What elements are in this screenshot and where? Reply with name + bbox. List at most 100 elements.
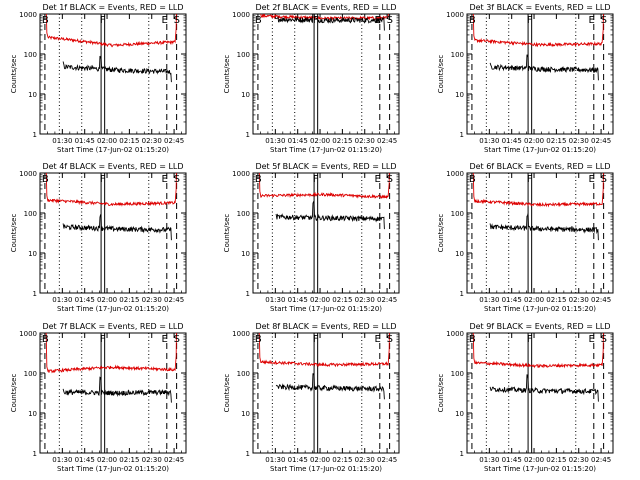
- marker-F-label: F: [100, 334, 106, 345]
- y-tick-label: 1000: [232, 330, 250, 338]
- x-tick-label: 02:45: [377, 296, 397, 304]
- x-tick-label: 01:45: [502, 296, 522, 304]
- x-tick-label: 01:30: [479, 456, 499, 464]
- panel-title: Det 9f BLACK = Events, RED = LLD: [469, 322, 610, 331]
- x-axis-label: Start Time (17-Jun-02 01:15:20): [484, 305, 596, 313]
- y-axis-label: Counts/sec: [10, 55, 18, 94]
- plot-frame: [252, 172, 400, 294]
- marker-E-label: E: [162, 174, 168, 185]
- x-tick-label: 02:00: [310, 296, 330, 304]
- x-axis-label: Start Time (17-Jun-02 01:15:20): [484, 146, 596, 154]
- marker-E-label: E: [589, 15, 595, 26]
- x-tick-label: 02:45: [377, 456, 397, 464]
- y-tick-label: 1000: [19, 11, 37, 19]
- y-tick-label: 1000: [446, 330, 464, 338]
- y-tick-label: 10: [28, 91, 37, 99]
- marker-S-label: S: [174, 15, 180, 26]
- x-tick-label: 02:30: [142, 456, 162, 464]
- marker-F-label: F: [313, 334, 319, 345]
- marker-E-label: E: [162, 334, 168, 345]
- panel-title: Det 3f BLACK = Events, RED = LLD: [469, 3, 610, 12]
- panel-det-3: Det 3f BLACK = Events, RED = LLD 1 10 100 10…: [437, 3, 614, 154]
- plot-area: [471, 333, 605, 453]
- y-tick-label: 10: [455, 410, 464, 418]
- plot-frame: [39, 13, 187, 135]
- y-tick-label: 100: [237, 370, 250, 378]
- y-axis-label: Counts/sec: [437, 214, 445, 253]
- panel-det-5: Det 5f BLACK = Events, RED = LLD 1 10 100 10…: [223, 162, 400, 313]
- y-tick-label: 10: [241, 410, 250, 418]
- x-axis-label: Start Time (17-Jun-02 01:15:20): [270, 465, 382, 473]
- y-tick-label: 1: [460, 450, 464, 458]
- plot-frame: [252, 332, 400, 454]
- x-axis-label: Start Time (17-Jun-02 01:15:20): [57, 146, 169, 154]
- x-tick-label: 02:15: [332, 456, 352, 464]
- panel-title: Det 4f BLACK = Events, RED = LLD: [42, 162, 183, 171]
- series-lld-red-line: [472, 333, 604, 369]
- marker-B-label: B: [469, 15, 476, 26]
- series-events-black-line: [489, 374, 599, 402]
- y-tick-label: 1: [33, 450, 37, 458]
- y-tick-label: 1000: [19, 170, 37, 178]
- y-axis-label: Counts/sec: [223, 374, 231, 413]
- x-tick-label: 02:15: [332, 137, 352, 145]
- y-tick-label: 1000: [232, 11, 250, 19]
- x-tick-label: 02:00: [524, 456, 544, 464]
- marker-F-label: F: [100, 15, 106, 26]
- x-tick-label: 02:30: [142, 296, 162, 304]
- marker-S-label: S: [387, 334, 393, 345]
- y-tick-label: 100: [451, 370, 464, 378]
- plot-frame: [39, 172, 187, 294]
- plot-area: [471, 14, 605, 134]
- y-axis-label: Counts/sec: [223, 214, 231, 253]
- series-events-black-line: [489, 213, 599, 241]
- marker-S-label: S: [174, 334, 180, 345]
- panel-det-1: Det 1f BLACK = Events, RED = LLD 1 10 100 10…: [10, 3, 187, 154]
- x-tick-label: 02:45: [164, 137, 184, 145]
- plot-frame: [466, 332, 614, 454]
- marker-S-label: S: [387, 174, 393, 185]
- series-events-black-line: [62, 376, 172, 403]
- y-tick-label: 1: [33, 290, 37, 298]
- x-tick-label: 02:30: [355, 296, 375, 304]
- x-tick-label: 01:45: [75, 296, 95, 304]
- y-axis-label: Counts/sec: [223, 55, 231, 94]
- x-tick-label: 02:15: [546, 296, 566, 304]
- y-tick-label: 1: [246, 450, 250, 458]
- x-tick-label: 02:45: [164, 456, 184, 464]
- x-axis-label: Start Time (17-Jun-02 01:15:20): [57, 305, 169, 313]
- marker-F-label: F: [100, 174, 106, 185]
- panel-det-7: Det 7f BLACK = Events, RED = LLD 1 10 100 10…: [10, 322, 187, 473]
- panel-det-8: Det 8f BLACK = Events, RED = LLD 1 10 100 10…: [223, 322, 400, 473]
- x-tick-label: 01:45: [288, 456, 308, 464]
- y-tick-label: 1: [33, 131, 37, 139]
- marker-F-label: F: [527, 15, 533, 26]
- y-tick-label: 1000: [232, 170, 250, 178]
- x-tick-label: 02:15: [546, 456, 566, 464]
- marker-F-label: F: [313, 15, 319, 26]
- panel-det-4: Det 4f BLACK = Events, RED = LLD 1 10 100 10…: [10, 162, 187, 313]
- x-tick-label: 02:45: [591, 137, 611, 145]
- series-lld-red-line: [258, 173, 390, 199]
- x-tick-label: 01:45: [288, 137, 308, 145]
- marker-E-label: E: [589, 334, 595, 345]
- series-lld-red-line: [45, 173, 177, 207]
- marker-B-label: B: [255, 334, 262, 345]
- x-tick-label: 02:45: [591, 456, 611, 464]
- x-axis-label: Start Time (17-Jun-02 01:15:20): [270, 305, 382, 313]
- y-axis-label: Counts/sec: [10, 214, 18, 253]
- x-tick-label: 02:45: [591, 296, 611, 304]
- y-tick-label: 100: [24, 51, 37, 59]
- marker-B-label: B: [469, 334, 476, 345]
- y-tick-label: 1: [246, 131, 250, 139]
- marker-S-label: S: [601, 334, 607, 345]
- x-tick-label: 01:30: [52, 296, 72, 304]
- marker-B-label: B: [42, 334, 49, 345]
- x-tick-label: 01:30: [265, 296, 285, 304]
- x-tick-label: 02:00: [524, 296, 544, 304]
- x-tick-label: 02:15: [119, 137, 139, 145]
- series-events-black-line: [275, 14, 385, 31]
- marker-E-label: E: [375, 15, 381, 26]
- marker-B-label: B: [42, 174, 49, 185]
